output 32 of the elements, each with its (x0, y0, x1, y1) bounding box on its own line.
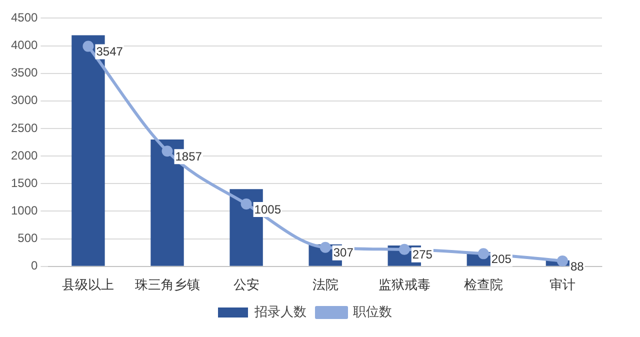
y-tick-label: 3000 (10, 93, 38, 108)
legend-label: 招录人数 (254, 304, 306, 320)
data-label: 1005 (254, 202, 282, 216)
x-tick-label: 审计 (549, 276, 576, 292)
point (82, 40, 94, 52)
y-tick-label: 4500 (10, 10, 38, 25)
point (556, 255, 568, 266)
data-label: 3547 (96, 44, 124, 59)
legend-label: 职位数 (353, 304, 392, 320)
data-label: 88 (570, 259, 584, 274)
point (162, 146, 173, 157)
x-tick-label: 检查院 (464, 276, 503, 292)
x-tick-label: 县级以上 (62, 276, 114, 292)
point (398, 244, 410, 255)
data-label: 205 (491, 252, 512, 266)
y-tick-label: 1500 (10, 176, 38, 190)
data-label: 275 (412, 248, 433, 262)
y-tick-label: 500 (18, 231, 38, 246)
data-label: 1857 (175, 149, 202, 164)
y-tick-label: 0 (31, 258, 38, 273)
y-tick-label: 2500 (10, 120, 38, 135)
point (240, 198, 252, 210)
x-tick-label: 监狱戒毒 (378, 276, 430, 292)
y-tick-label: 2000 (10, 148, 38, 162)
y-tick-label: 4000 (10, 38, 38, 52)
data-label: 307 (333, 246, 354, 260)
y-tick-label: 3500 (10, 66, 38, 80)
point (320, 242, 331, 253)
x-tick-label: 公安 (233, 276, 260, 292)
x-tick-label: 珠三角乡镇 (134, 276, 200, 292)
x-tick-label: 法院 (312, 276, 338, 292)
y-tick-label: 1000 (10, 204, 38, 218)
